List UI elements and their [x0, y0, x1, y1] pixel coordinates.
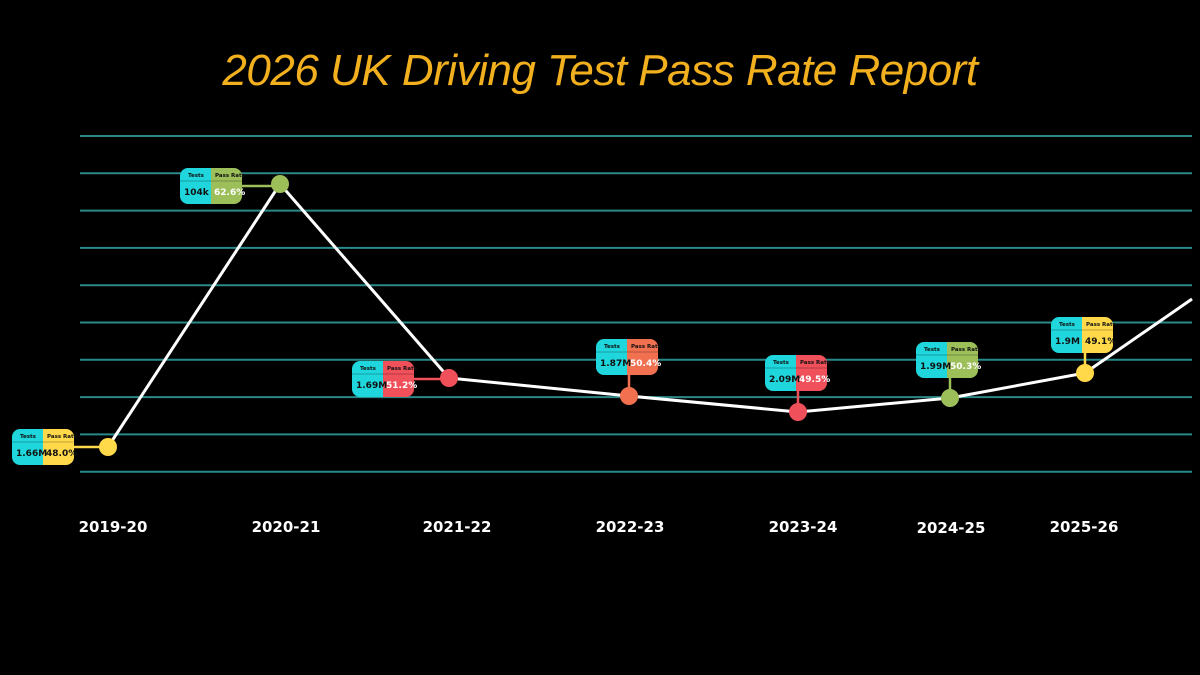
- tests-value: 2.09M: [769, 375, 800, 385]
- rate-cell: [627, 339, 658, 375]
- rate-value: 49.1%: [1085, 337, 1116, 347]
- tests-value: 1.66M: [16, 449, 47, 459]
- rate-header: Pass Rate: [800, 360, 831, 366]
- rate-value: 50.4%: [630, 359, 661, 369]
- rate-cell: [1082, 317, 1113, 353]
- rate-cell: [43, 429, 74, 465]
- rate-header: Pass Rate: [631, 344, 662, 350]
- tests-cell: [596, 339, 627, 375]
- x-tick-label: 2024-25: [917, 519, 986, 537]
- x-tick-label: 2019-20: [79, 518, 148, 536]
- tests-header: Tests: [773, 360, 790, 366]
- tests-cell: [180, 168, 211, 204]
- rate-header: Pass Rate: [1086, 322, 1117, 328]
- tests-cell: [12, 429, 43, 465]
- x-axis: 2019-20 2020-21 2021-22 2022-23 2023-24 2024-…: [79, 518, 1119, 537]
- rate-header: Pass Rate: [951, 347, 982, 353]
- x-tick-label: 2023-24: [769, 518, 838, 536]
- tests-header: Tests: [924, 347, 941, 353]
- tests-value: 1.69M: [356, 381, 387, 391]
- rate-value: 51.2%: [386, 381, 417, 391]
- tests-header: Tests: [1059, 322, 1076, 328]
- rate-header: Pass Rate: [47, 434, 78, 440]
- tests-header: Tests: [20, 434, 37, 440]
- rate-cell: [383, 361, 414, 397]
- rate-cell: [947, 342, 978, 378]
- data-points: [99, 175, 1094, 456]
- rate-value: 62.6%: [214, 188, 245, 198]
- rate-value: 49.5%: [799, 375, 830, 385]
- chart-title: 2026 UK Driving Test Pass Rate Report: [222, 46, 978, 95]
- tests-cell: [1051, 317, 1082, 353]
- tests-cell: [916, 342, 947, 378]
- callout: Tests Pass Rate 1.9M 49.1%: [1051, 317, 1117, 373]
- rate-value: 48.0%: [46, 449, 77, 459]
- x-tick-label: 2025-26: [1050, 518, 1119, 536]
- rate-value: 50.3%: [950, 362, 981, 372]
- tests-header: Tests: [604, 344, 621, 350]
- data-point: [271, 175, 289, 193]
- tests-header: Tests: [188, 173, 205, 179]
- x-tick-label: 2020-21: [252, 518, 321, 536]
- rate-header: Pass Rate: [215, 173, 246, 179]
- gridlines: [80, 135, 1192, 473]
- x-tick-label: 2022-23: [596, 518, 665, 536]
- tests-value: 1.99M: [920, 362, 951, 372]
- series-line: [106, 182, 1193, 448]
- rate-header: Pass Rate: [387, 366, 418, 372]
- series-line-group: [106, 182, 1193, 448]
- tests-value: 1.87M: [600, 359, 631, 369]
- x-tick-label: 2021-22: [423, 518, 492, 536]
- tests-value: 1.9M: [1055, 337, 1080, 347]
- rate-cell: [796, 355, 827, 391]
- callout: Tests Pass Rate 104k 62.6%: [180, 168, 280, 204]
- tests-cell: [765, 355, 796, 391]
- rate-cell: [211, 168, 242, 204]
- tests-cell: [352, 361, 383, 397]
- tests-value: 104k: [184, 188, 210, 198]
- tests-header: Tests: [360, 366, 377, 372]
